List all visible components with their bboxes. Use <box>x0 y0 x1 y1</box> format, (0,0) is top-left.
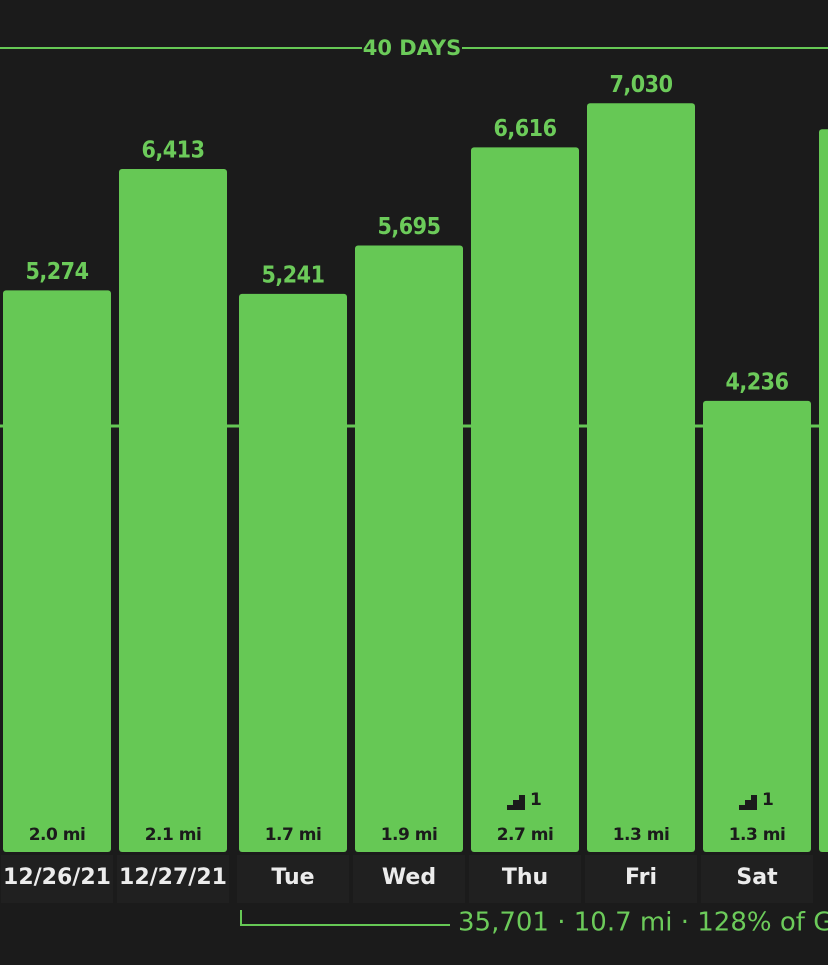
bar <box>355 245 463 853</box>
bar <box>3 290 111 853</box>
bar <box>239 293 347 852</box>
bar <box>587 103 695 853</box>
bar <box>703 400 811 852</box>
bars <box>3 103 828 853</box>
value-label: 6,413 <box>142 138 205 164</box>
x-tick-label: Tue <box>271 865 314 890</box>
distance-label: 2.7 mi <box>497 825 554 845</box>
distance-label: 1.7 mi <box>265 825 322 845</box>
bar <box>819 129 828 852</box>
stairs-icon <box>501 795 525 810</box>
x-tick-label: Fri <box>625 865 657 890</box>
category-cell <box>585 855 697 903</box>
distance-label: 1.3 mi <box>613 825 670 845</box>
x-tick-label: 12/26/21 <box>3 865 111 890</box>
x-tick-label: Thu <box>502 865 548 890</box>
category-cell <box>117 855 229 903</box>
floors-label: 1 <box>762 790 773 810</box>
bar <box>471 147 579 852</box>
value-label: 7,030 <box>610 72 673 98</box>
distance-label: 2.0 mi <box>29 825 86 845</box>
summary-bracket <box>240 910 450 926</box>
value-label: 6,616 <box>494 116 557 142</box>
range-label: 40 DAYS <box>363 36 462 60</box>
distance-label: 1.9 mi <box>381 825 438 845</box>
summary: 35,701 · 10.7 mi · 128% of Goal <box>458 908 828 938</box>
category-cell <box>237 855 349 903</box>
distance-label: 2.1 mi <box>145 825 202 845</box>
value-label: 5,695 <box>378 214 441 240</box>
category-cell <box>353 855 465 903</box>
floors-label: 1 <box>530 790 541 810</box>
x-tick-label: Sat <box>736 865 778 890</box>
distance-label: 1.3 mi <box>729 825 786 845</box>
x-tick-label: 12/27/21 <box>119 865 227 890</box>
value-label: 5,241 <box>262 262 325 288</box>
value-label: 5,274 <box>26 259 89 285</box>
category-cell <box>701 855 813 903</box>
x-tick-label: Wed <box>382 865 436 890</box>
category-cell <box>1 855 113 903</box>
category-cell <box>469 855 581 903</box>
stairs-icon <box>733 795 757 810</box>
value-label: 4,236 <box>726 369 789 395</box>
bar <box>119 169 227 852</box>
